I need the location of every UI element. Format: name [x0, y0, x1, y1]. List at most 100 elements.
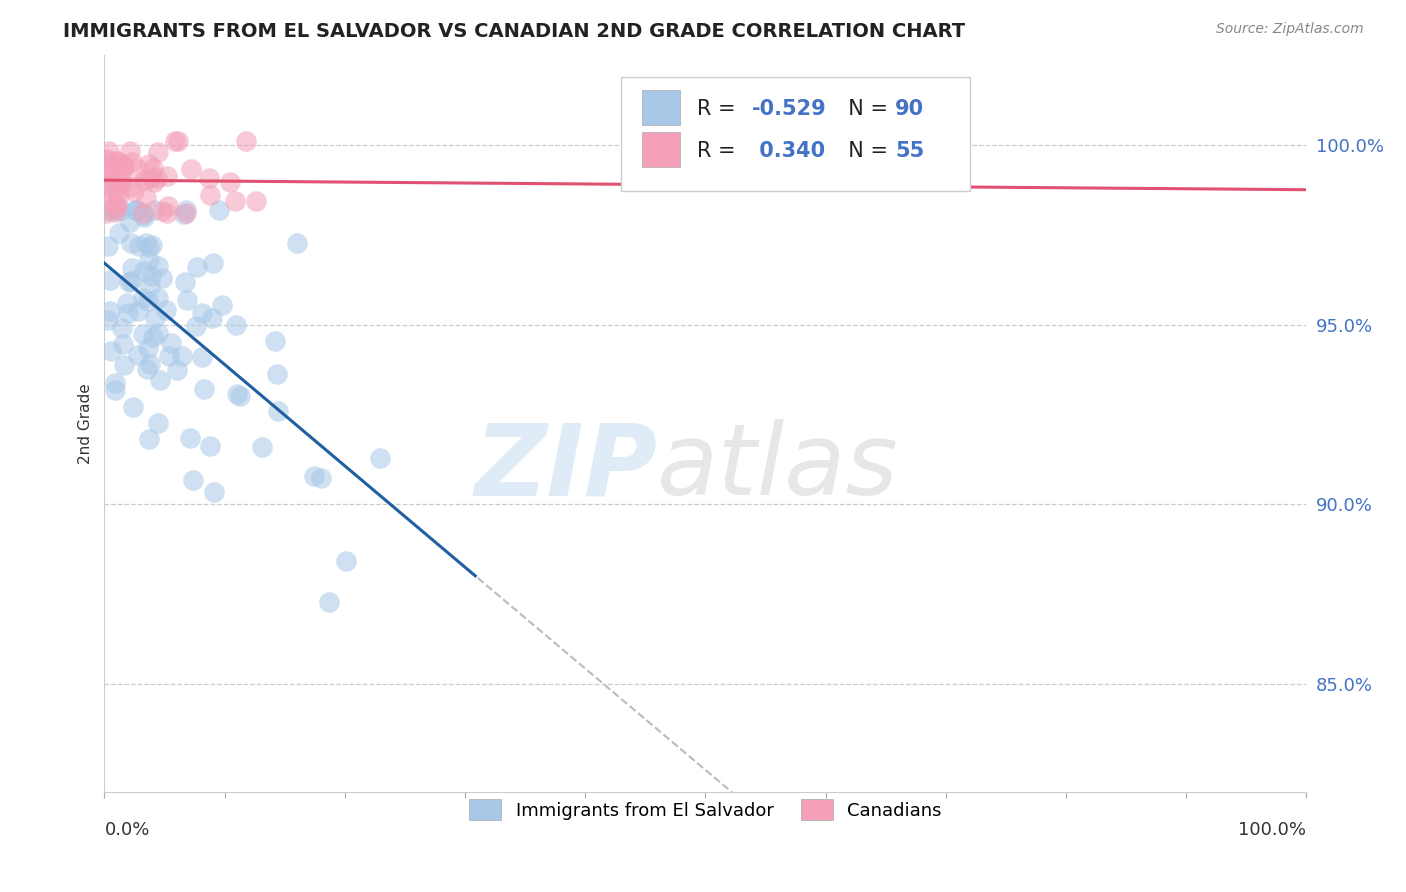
Text: 100.0%: 100.0%: [1239, 821, 1306, 838]
Text: R =: R =: [697, 141, 742, 161]
Point: [107, 202, 129, 217]
Point: [127, 161, 149, 176]
Point: [166, 362, 188, 376]
Point: [211, 298, 233, 312]
Point: [135, 191, 157, 205]
Point: [150, 203, 173, 218]
Point: [218, 174, 240, 188]
Point: [107, 178, 129, 192]
Point: [148, 145, 170, 159]
Point: [124, 184, 146, 198]
Point: [112, 358, 135, 372]
Point: [124, 202, 146, 217]
Point: [226, 386, 249, 401]
Point: [141, 238, 163, 252]
Legend: Immigrants from El Salvador, Canadians: Immigrants from El Salvador, Canadians: [461, 792, 949, 827]
Point: [120, 274, 142, 288]
Point: [198, 439, 221, 453]
Point: [191, 306, 214, 320]
Point: [132, 326, 155, 341]
Point: [136, 362, 159, 376]
Point: [103, 383, 125, 397]
Point: [105, 197, 128, 211]
Point: [202, 485, 225, 500]
Point: [150, 271, 173, 285]
Point: [104, 202, 127, 217]
Point: [111, 320, 134, 334]
Point: [159, 335, 181, 350]
Point: [173, 207, 195, 221]
Point: [149, 373, 172, 387]
Point: [138, 240, 160, 254]
Point: [96, 161, 118, 175]
Point: [156, 206, 179, 220]
Point: [110, 168, 132, 182]
Point: [128, 238, 150, 252]
Point: [141, 268, 163, 283]
Point: [132, 206, 155, 220]
Point: [127, 304, 149, 318]
Point: [94, 153, 117, 167]
Text: -0.529: -0.529: [752, 99, 827, 119]
Point: [96, 152, 118, 166]
Point: [141, 169, 163, 184]
Point: [139, 278, 162, 293]
Point: [170, 349, 193, 363]
Point: [318, 595, 340, 609]
Point: [94, 170, 117, 185]
Point: [134, 264, 156, 278]
Text: 0.340: 0.340: [752, 141, 825, 161]
Point: [176, 293, 198, 307]
Point: [98, 304, 121, 318]
Point: [235, 135, 257, 149]
Point: [114, 159, 136, 173]
Point: [105, 185, 128, 199]
Text: R =: R =: [697, 99, 742, 119]
Point: [132, 291, 155, 305]
Point: [184, 319, 207, 334]
Text: 0.0%: 0.0%: [104, 821, 150, 838]
Point: [121, 400, 143, 414]
Point: [97, 239, 120, 253]
Point: [180, 161, 202, 176]
Point: [98, 203, 121, 218]
Point: [105, 196, 128, 211]
Point: [143, 202, 166, 217]
Point: [309, 471, 332, 485]
Point: [98, 273, 121, 287]
Y-axis label: 2nd Grade: 2nd Grade: [79, 384, 93, 464]
Point: [132, 208, 155, 222]
Point: [143, 176, 166, 190]
Point: [146, 260, 169, 274]
Point: [117, 306, 139, 320]
Point: [208, 202, 231, 217]
Point: [287, 235, 309, 250]
Text: N =: N =: [835, 141, 894, 161]
Point: [224, 194, 246, 209]
Text: 90: 90: [896, 99, 924, 119]
Point: [127, 202, 149, 217]
Point: [266, 367, 288, 381]
Point: [111, 177, 134, 191]
Point: [107, 227, 129, 241]
Point: [136, 293, 159, 308]
Point: [110, 175, 132, 189]
Point: [156, 169, 179, 183]
Point: [120, 144, 142, 158]
Point: [245, 194, 267, 208]
Point: [166, 135, 188, 149]
Point: [146, 170, 169, 185]
Point: [121, 261, 143, 276]
Point: [142, 330, 165, 344]
Point: [146, 416, 169, 430]
Point: [193, 382, 215, 396]
Point: [176, 202, 198, 217]
Bar: [641, 90, 681, 125]
Point: [97, 312, 120, 326]
Point: [104, 205, 127, 219]
Point: [97, 202, 120, 217]
Point: [94, 184, 117, 198]
Point: [120, 214, 142, 228]
Point: [132, 210, 155, 224]
Point: [191, 350, 214, 364]
